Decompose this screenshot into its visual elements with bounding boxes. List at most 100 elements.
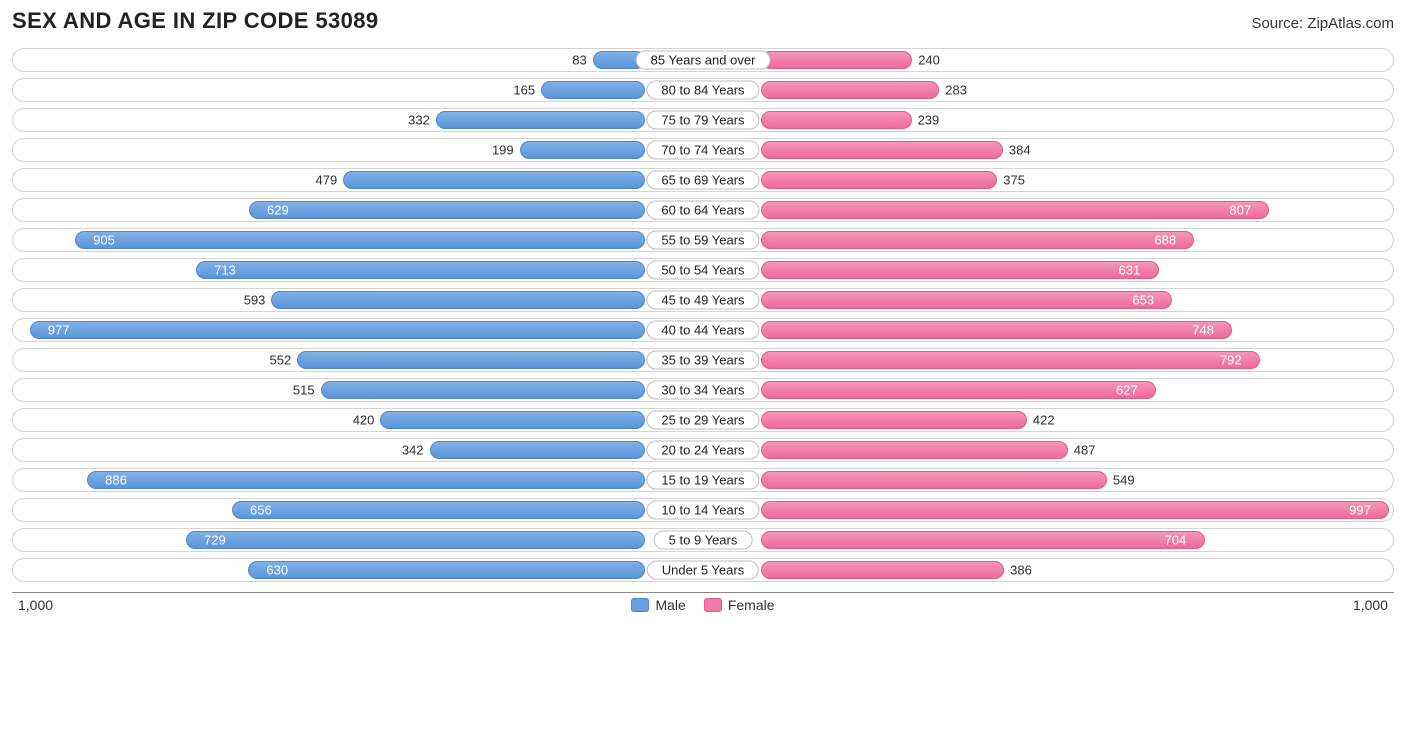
age-group-label: 65 to 69 Years (646, 171, 759, 190)
row-track: 45 to 49 Years 593 653 (12, 288, 1394, 312)
female-bar (761, 261, 1159, 279)
female-value: 386 (1010, 563, 1032, 578)
row-track: 40 to 44 Years977748 (12, 318, 1394, 342)
age-group-label: 75 to 79 Years (646, 111, 759, 130)
female-half: 688 (761, 230, 1391, 250)
age-group-label: 80 to 84 Years (646, 81, 759, 100)
age-group-label: 70 to 74 Years (646, 141, 759, 160)
male-half: 977 (15, 320, 645, 340)
female-value: 792 (1220, 353, 1242, 368)
male-half: 332 (15, 110, 645, 130)
male-value: 479 (316, 173, 338, 188)
female-bar (761, 441, 1068, 459)
pyramid-row: 5 to 9 Years729704 (12, 528, 1394, 552)
axis-right-label: 1,000 (1353, 597, 1388, 613)
female-value: 688 (1154, 233, 1176, 248)
female-bar (761, 171, 997, 189)
age-group-label: 15 to 19 Years (646, 471, 759, 490)
male-bar (380, 411, 645, 429)
male-half: 515 (15, 380, 645, 400)
female-bar (761, 501, 1389, 519)
age-group-label: 85 Years and over (636, 51, 771, 70)
pyramid-row: 55 to 59 Years905688 (12, 228, 1394, 252)
male-half: 552 (15, 350, 645, 370)
female-bar (761, 201, 1269, 219)
pyramid-row: 85 Years and over83 240 (12, 48, 1394, 72)
male-bar (196, 261, 645, 279)
age-group-label: 25 to 29 Years (646, 411, 759, 430)
male-value: 165 (513, 83, 535, 98)
male-bar (297, 351, 645, 369)
source-text: Source: ZipAtlas.com (1251, 15, 1394, 32)
female-value: 487 (1074, 443, 1096, 458)
female-half: 631 (761, 260, 1391, 280)
female-value: 704 (1165, 533, 1187, 548)
age-group-label: 10 to 14 Years (646, 501, 759, 520)
female-half: 240 (761, 50, 1391, 70)
female-half: 386 (761, 560, 1391, 580)
pyramid-row: 50 to 54 Years 713 631 (12, 258, 1394, 282)
male-bar (75, 231, 645, 249)
male-value: 342 (402, 443, 424, 458)
female-bar (761, 321, 1232, 339)
male-value: 593 (244, 293, 266, 308)
male-half: 905 (15, 230, 645, 250)
male-half: 630 (15, 560, 645, 580)
male-value: 629 (267, 203, 289, 218)
female-half: 653 (761, 290, 1391, 310)
male-half: 199 (15, 140, 645, 160)
male-bar (436, 111, 645, 129)
male-value: 199 (492, 143, 514, 158)
male-value: 729 (204, 533, 226, 548)
female-value: 653 (1132, 293, 1154, 308)
age-group-label: 35 to 39 Years (646, 351, 759, 370)
female-half: 375 (761, 170, 1391, 190)
pyramid-row: 40 to 44 Years977748 (12, 318, 1394, 342)
male-value: 713 (214, 263, 236, 278)
row-track: 35 to 39 Years552 792 (12, 348, 1394, 372)
male-half: 656 (15, 500, 645, 520)
male-half: 729 (15, 530, 645, 550)
female-half: 384 (761, 140, 1391, 160)
row-track: 10 to 14 Years656997 (12, 498, 1394, 522)
age-group-label: 60 to 64 Years (646, 201, 759, 220)
male-value: 515 (293, 383, 315, 398)
male-half: 83 (15, 50, 645, 70)
female-bar (761, 231, 1194, 249)
male-value: 886 (105, 473, 127, 488)
female-half: 239 (761, 110, 1391, 130)
male-bar (249, 201, 645, 219)
female-value: 631 (1119, 263, 1141, 278)
male-value: 630 (266, 563, 288, 578)
age-group-label: 45 to 49 Years (646, 291, 759, 310)
female-half: 807 (761, 200, 1391, 220)
pyramid-row: 20 to 24 Years342487 (12, 438, 1394, 462)
row-track: 5 to 9 Years729704 (12, 528, 1394, 552)
pyramid-row: 30 to 34 Years515627 (12, 378, 1394, 402)
pyramid-row: 45 to 49 Years 593 653 (12, 288, 1394, 312)
female-bar (761, 51, 912, 69)
male-bar (271, 291, 645, 309)
row-track: 30 to 34 Years515627 (12, 378, 1394, 402)
male-bar (541, 81, 645, 99)
legend-female-label: Female (728, 597, 775, 613)
age-group-label: 30 to 34 Years (646, 381, 759, 400)
male-half: 629 (15, 200, 645, 220)
male-bar (248, 561, 645, 579)
pyramid-row: Under 5 Years630386 (12, 558, 1394, 582)
row-track: 15 to 19 Years 886 549 (12, 468, 1394, 492)
male-half: 165 (15, 80, 645, 100)
row-track: 65 to 69 Years 479 375 (12, 168, 1394, 192)
female-half: 487 (761, 440, 1391, 460)
row-track: 85 Years and over83 240 (12, 48, 1394, 72)
row-track: Under 5 Years630386 (12, 558, 1394, 582)
male-half: 420 (15, 410, 645, 430)
female-half: 549 (761, 470, 1391, 490)
row-track: 20 to 24 Years342487 (12, 438, 1394, 462)
age-group-label: 50 to 54 Years (646, 261, 759, 280)
pyramid-row: 15 to 19 Years 886 549 (12, 468, 1394, 492)
male-half: 342 (15, 440, 645, 460)
legend-item-female: Female (704, 597, 775, 613)
row-track: 80 to 84 Years165283 (12, 78, 1394, 102)
male-bar (232, 501, 645, 519)
